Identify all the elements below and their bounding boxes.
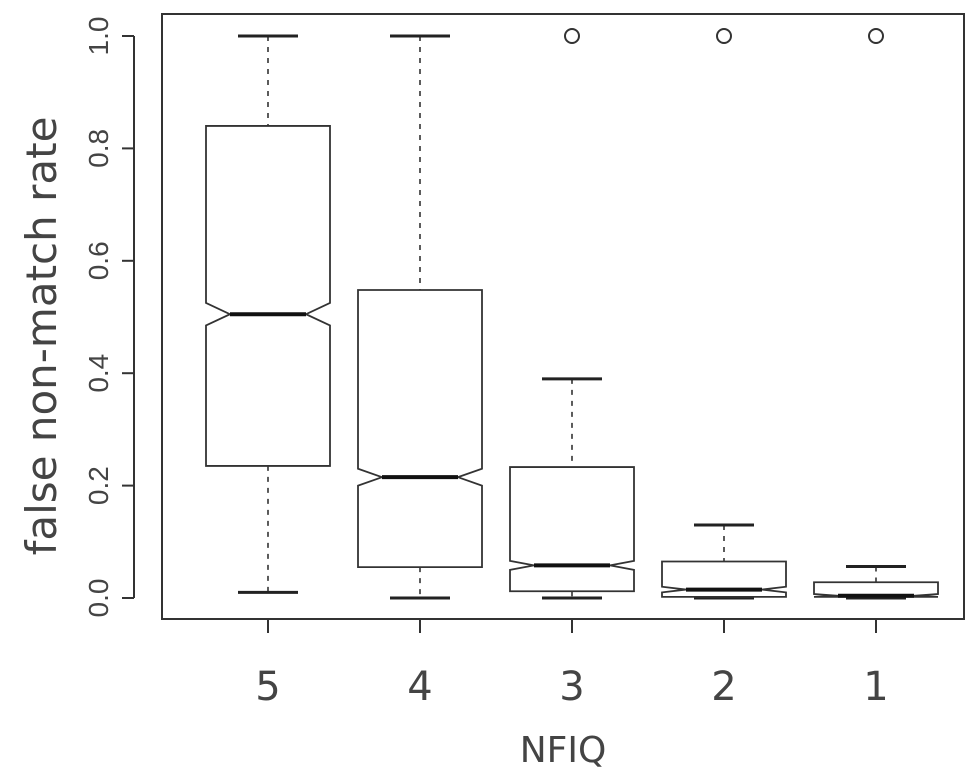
x-axis: 5 4 3 2 1 xyxy=(255,618,889,710)
box-3 xyxy=(509,28,635,600)
box-body xyxy=(813,581,939,598)
y-tick-label: 0.8 xyxy=(83,129,114,168)
y-tick-label: 1.0 xyxy=(83,17,114,56)
y-axis: 0.0 0.2 0.4 0.6 0.8 1.0 xyxy=(83,17,135,618)
x-tick-label: 5 xyxy=(255,664,280,710)
y-tick-label: 0.0 xyxy=(83,579,114,618)
box-body xyxy=(205,125,331,467)
x-axis-label: NFIQ xyxy=(520,730,607,771)
x-tick-label: 1 xyxy=(863,664,888,710)
outlier-point xyxy=(716,28,732,44)
y-tick-label: 0.4 xyxy=(83,354,114,393)
box-2 xyxy=(661,28,787,600)
x-tick-label: 2 xyxy=(711,664,736,710)
outlier-point xyxy=(868,28,884,44)
box-1 xyxy=(813,28,939,600)
y-tick-label: 0.6 xyxy=(83,241,114,280)
box-4 xyxy=(357,34,483,600)
x-tick-label: 3 xyxy=(559,664,584,710)
y-axis-label: false non-match rate xyxy=(17,117,66,556)
box-body xyxy=(357,289,483,568)
box-series xyxy=(205,28,939,600)
x-tick-label: 4 xyxy=(407,664,432,710)
box-body xyxy=(509,466,635,593)
outlier-point xyxy=(564,28,580,44)
box-5 xyxy=(205,34,331,594)
y-tick-label: 0.2 xyxy=(83,466,114,505)
